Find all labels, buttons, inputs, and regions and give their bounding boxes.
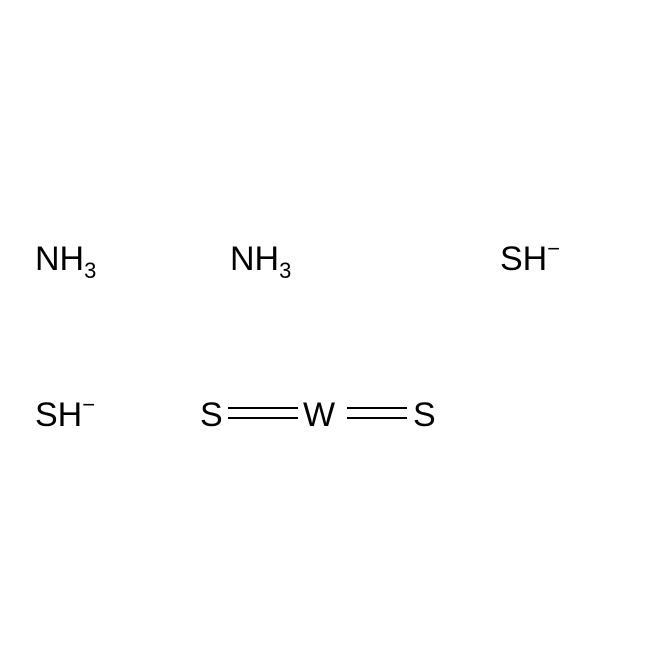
atom-label: NH — [35, 240, 84, 278]
species-w-center: W — [303, 396, 335, 435]
subscript: 3 — [279, 258, 291, 283]
bond-sw-lower — [228, 417, 298, 419]
species-nh3-mid: NH3 — [230, 240, 291, 280]
atom-label: NH — [230, 240, 279, 278]
species-s-left: S — [200, 396, 223, 435]
bond-sw-upper — [228, 407, 298, 409]
species-sh-right: SH− — [500, 240, 560, 279]
bond-ws-upper — [347, 407, 407, 409]
atom-label: SH — [500, 240, 547, 278]
bond-ws-lower — [347, 417, 407, 419]
superscript-charge: − — [82, 392, 95, 417]
species-sh-left: SH− — [35, 396, 95, 435]
atom-label: SH — [35, 396, 82, 434]
species-s-right: S — [413, 396, 436, 435]
superscript-charge: − — [547, 236, 560, 261]
atom-label: S — [200, 396, 223, 434]
species-nh3-left: NH3 — [35, 240, 96, 280]
subscript: 3 — [84, 258, 96, 283]
atom-label: S — [413, 396, 436, 434]
atom-label: W — [303, 396, 335, 434]
